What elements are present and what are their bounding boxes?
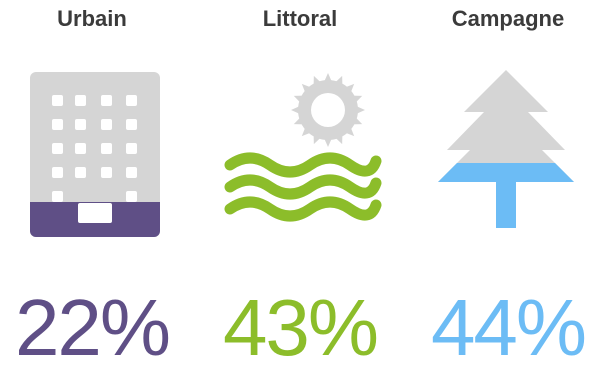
- waves-icon: [224, 152, 382, 222]
- value-label-urbain: 22%: [14, 283, 171, 372]
- category-label-littoral: Littoral: [262, 6, 338, 31]
- sea-sun-icon: [224, 73, 382, 222]
- category-littoral: Littoral 43%: [210, 0, 390, 372]
- category-label-campagne: Campagne: [451, 6, 565, 31]
- value-label-campagne: 44%: [430, 283, 587, 372]
- category-campagne: Campagne 44%: [418, 0, 598, 372]
- category-urbain: Urbain 22%: [2, 0, 182, 372]
- fir-tree-icon: [438, 70, 574, 228]
- building-icon: [30, 72, 160, 237]
- value-label-littoral: 43%: [222, 283, 379, 372]
- category-label-urbain: Urbain: [57, 6, 127, 31]
